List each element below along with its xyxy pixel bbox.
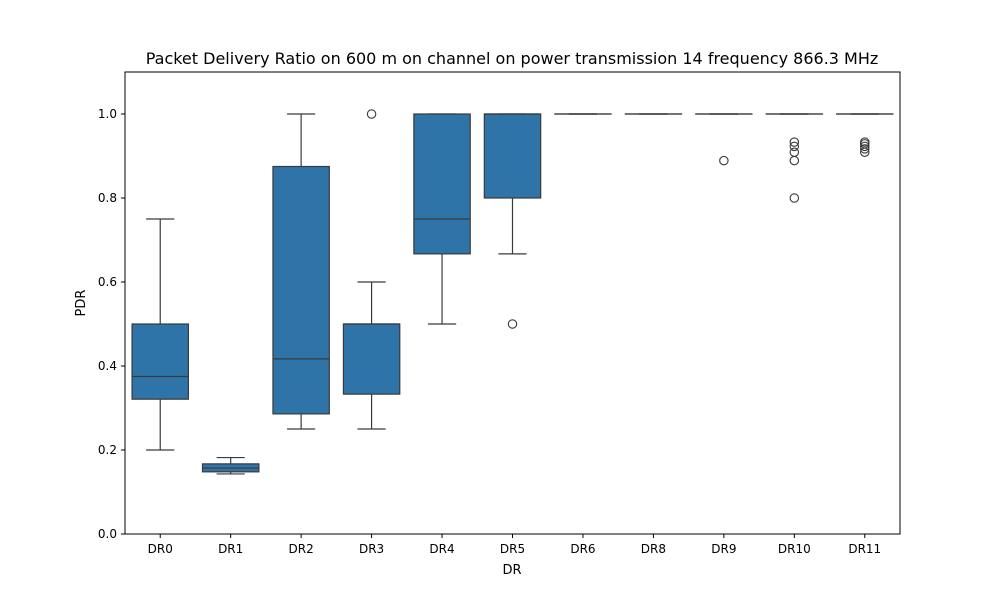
x-tick-label: DR4 (429, 542, 454, 556)
y-tick-label: 0.8 (98, 191, 117, 205)
x-tick-label: DR5 (500, 542, 525, 556)
x-tick-label: DR8 (641, 542, 666, 556)
x-tick-label: DR3 (359, 542, 384, 556)
outlier-point (860, 144, 870, 154)
chart-title: Packet Delivery Ratio on 600 m on channe… (146, 49, 879, 68)
outlier-point (366, 109, 377, 119)
outlier-point (860, 137, 870, 147)
outlier-point (789, 141, 800, 152)
x-tick-label: DR11 (848, 542, 881, 556)
box-DR5 (483, 113, 542, 199)
y-axis-label: PDR (74, 290, 89, 317)
outlier-point (860, 141, 870, 152)
x-tick-label: DR1 (218, 542, 243, 556)
y-tick-label: 0.0 (98, 527, 117, 541)
x-tick-label: DR10 (778, 542, 811, 556)
box-DR3 (342, 323, 401, 395)
x-tick-label: DR0 (148, 542, 173, 556)
x-tick-label: DR2 (289, 542, 314, 556)
y-tick-label: 1.0 (98, 107, 117, 121)
outlier-point (789, 147, 800, 157)
box-DR4 (413, 113, 471, 255)
plot-frame (124, 71, 901, 535)
y-tick-label: 0.2 (98, 443, 117, 457)
outlier-point (719, 155, 729, 166)
outlier-point (789, 193, 800, 203)
box-DR0 (131, 323, 190, 400)
box-DR2 (272, 165, 330, 415)
plot-area: 0.0 0.2 0.4 0.6 0.8 1.0 DR0 DR1 DR2 DR3 DR4 DR5 DR6 D… (98, 107, 894, 556)
outlier-point (789, 137, 800, 147)
x-tick-label: DR6 (570, 542, 595, 556)
x-axis-label: DR (502, 563, 521, 578)
x-tick-label: DR9 (711, 542, 736, 556)
y-tick-label: 0.4 (98, 359, 117, 373)
y-tick-label: 0.6 (98, 275, 117, 289)
outlier-point (507, 319, 518, 329)
